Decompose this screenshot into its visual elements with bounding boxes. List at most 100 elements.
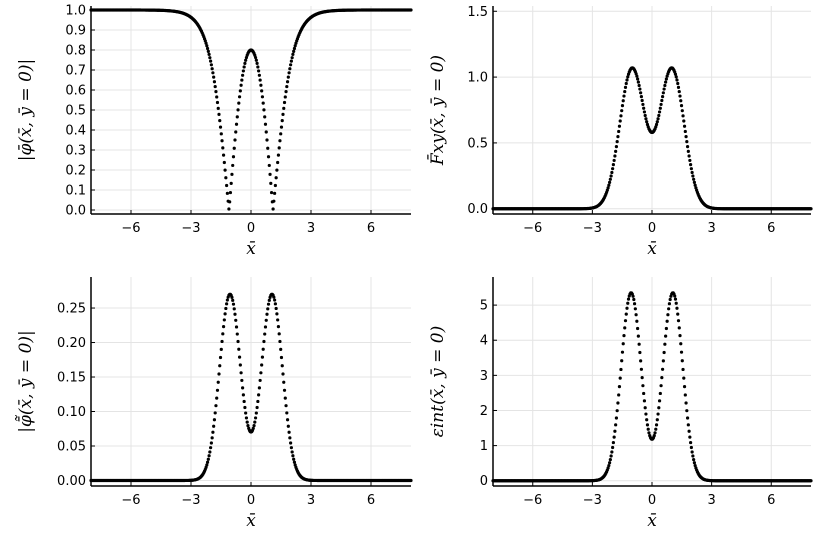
y-tick-label: 0.05 xyxy=(57,439,86,454)
data-point xyxy=(285,80,290,84)
data-point xyxy=(215,100,220,105)
data-point xyxy=(616,134,620,139)
data-point xyxy=(606,186,610,190)
data-point xyxy=(631,294,635,298)
data-point xyxy=(288,67,292,71)
data-point xyxy=(238,89,242,93)
data-point xyxy=(620,109,624,113)
data-point xyxy=(245,420,249,424)
data-point xyxy=(268,172,272,176)
data-point xyxy=(292,46,297,51)
data-point xyxy=(272,199,276,203)
data-point xyxy=(276,325,281,329)
data-point xyxy=(663,342,667,346)
data-point xyxy=(617,385,622,389)
data-point xyxy=(690,450,694,454)
data-point xyxy=(280,364,284,368)
data-point xyxy=(665,74,669,78)
data-point xyxy=(254,411,258,415)
data-point xyxy=(218,355,223,360)
data-point xyxy=(208,450,212,454)
x-tick-label: 0 xyxy=(247,493,255,508)
subplot-2: −6 −3 0 3 6 0.0 0.5 1.0 1.5 x̄ F̄xy(x̄, ȳ = 0) xyxy=(426,5,813,259)
y-tick-label: 5 xyxy=(480,299,488,314)
data-point xyxy=(626,297,631,301)
x-axis-label: x̄ xyxy=(246,239,256,259)
data-point xyxy=(274,176,278,180)
data-point xyxy=(215,95,219,99)
y-tick-label: 0.7 xyxy=(65,64,86,79)
data-point xyxy=(687,429,691,433)
data-point xyxy=(280,119,284,123)
data-point xyxy=(263,115,267,119)
data-point xyxy=(689,167,693,171)
x-tick-label: 3 xyxy=(307,221,315,236)
x-tick-label: 3 xyxy=(707,221,715,236)
data-point xyxy=(606,466,610,470)
data-point xyxy=(683,393,687,397)
x-tick-label: 3 xyxy=(707,493,715,508)
data-point xyxy=(632,302,637,306)
data-point xyxy=(684,134,688,139)
data-point xyxy=(218,364,222,368)
data-point xyxy=(238,363,242,367)
data-point xyxy=(691,174,695,178)
y-tick-label: 0.9 xyxy=(65,24,86,39)
data-point xyxy=(621,99,625,103)
data-point xyxy=(234,325,239,329)
y-axis-label: |φ̄̃(x̄, ȳ = 0)| xyxy=(15,330,36,433)
series-points xyxy=(491,66,813,211)
data-point xyxy=(662,87,666,91)
data-point xyxy=(239,83,243,87)
data-point xyxy=(658,106,662,110)
data-point xyxy=(608,177,612,181)
data-point xyxy=(682,119,686,123)
data-point xyxy=(617,393,621,397)
data-point xyxy=(275,168,279,172)
data-point xyxy=(619,367,623,372)
data-point xyxy=(223,168,227,172)
data-point xyxy=(656,117,660,121)
data-point xyxy=(609,174,613,178)
data-point xyxy=(611,163,615,167)
data-point xyxy=(643,113,647,118)
data-point xyxy=(209,441,213,445)
data-point xyxy=(610,170,614,175)
data-point xyxy=(244,58,248,62)
data-point xyxy=(260,363,264,367)
data-point xyxy=(641,384,645,388)
data-point xyxy=(265,312,269,316)
data-point xyxy=(609,454,613,458)
data-point xyxy=(205,44,209,48)
data-point xyxy=(264,318,268,322)
data-point xyxy=(231,302,236,306)
data-point xyxy=(660,375,664,380)
x-tick-label: 3 xyxy=(307,493,315,508)
data-point xyxy=(285,411,289,415)
data-point xyxy=(638,350,642,355)
data-point xyxy=(205,46,210,51)
y-tick-label: 0.6 xyxy=(65,84,86,99)
data-point xyxy=(614,144,619,149)
data-point xyxy=(235,115,239,119)
data-point xyxy=(608,457,612,462)
x-axis-label: x̄ xyxy=(647,239,657,259)
data-point xyxy=(277,146,281,150)
x-tick-label: −6 xyxy=(121,493,140,508)
data-point xyxy=(231,298,235,302)
data-point xyxy=(254,58,258,62)
data-point xyxy=(612,435,616,439)
data-point xyxy=(645,423,650,427)
data-point xyxy=(673,72,678,76)
data-point xyxy=(267,163,271,168)
data-point xyxy=(664,334,668,338)
data-point xyxy=(654,423,659,427)
data-point xyxy=(642,106,646,110)
data-point xyxy=(664,326,668,331)
data-point xyxy=(204,41,208,45)
data-point xyxy=(237,355,242,359)
data-point xyxy=(686,423,690,427)
data-point xyxy=(279,132,283,136)
data-point xyxy=(259,83,263,87)
